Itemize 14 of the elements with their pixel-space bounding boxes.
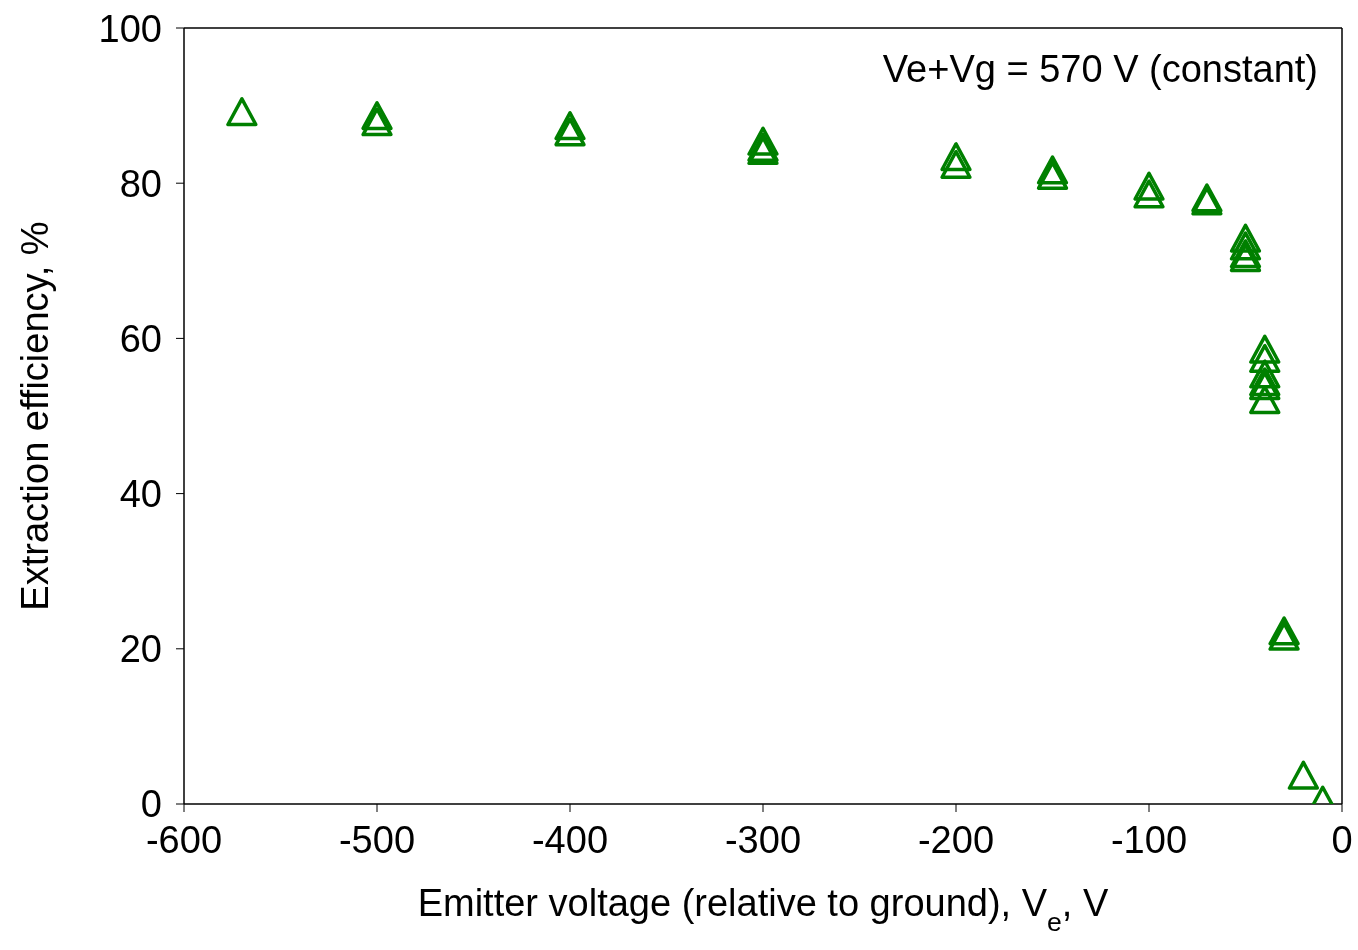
x-tick-label: -400 — [531, 818, 609, 861]
y-tick-label: 60 — [119, 317, 162, 360]
y-axis-title: Extraction efficiency, % — [14, 221, 56, 611]
x-tick-label: -500 — [338, 818, 416, 861]
y-tick-label: 80 — [119, 162, 162, 205]
y-tick-label: 20 — [119, 628, 162, 671]
x-tick-label: -100 — [1110, 818, 1188, 861]
annotation: Ve+Vg = 570 V (constant) — [882, 48, 1318, 91]
x-tick-label: 0 — [1331, 818, 1353, 861]
y-tick-label: 100 — [98, 7, 162, 50]
x-axis-title: Emitter voltage (relative to ground), V$_{e}$, V — [417, 882, 1109, 937]
x-tick-label: -200 — [917, 818, 995, 861]
y-tick-label: 40 — [119, 473, 162, 516]
x-tick-label: -300 — [724, 818, 802, 861]
